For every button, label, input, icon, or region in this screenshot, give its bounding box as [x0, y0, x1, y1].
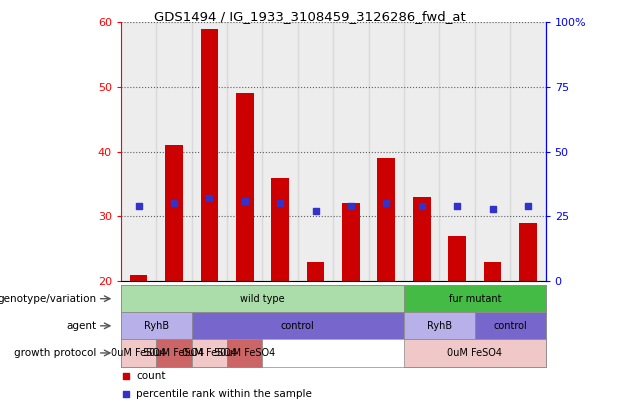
Bar — [519, 223, 537, 281]
Text: control: control — [281, 321, 315, 331]
Text: RyhB: RyhB — [144, 321, 169, 331]
Bar — [227, 339, 262, 367]
Text: control: control — [494, 321, 527, 331]
Bar — [121, 285, 404, 312]
Bar — [404, 312, 475, 339]
Point — [205, 195, 215, 202]
Bar — [192, 312, 404, 339]
Point — [381, 200, 391, 207]
Point — [487, 205, 497, 212]
Bar — [404, 22, 440, 281]
Bar — [342, 203, 360, 281]
Bar — [413, 197, 430, 281]
Bar — [298, 22, 334, 281]
Bar — [156, 339, 192, 367]
Point — [452, 203, 462, 209]
Text: RyhB: RyhB — [427, 321, 452, 331]
Bar — [404, 285, 546, 312]
Bar — [307, 262, 324, 281]
Bar — [130, 275, 148, 281]
Bar — [165, 145, 183, 281]
Point — [240, 198, 250, 204]
Bar — [121, 312, 192, 339]
Text: genotype/variation: genotype/variation — [0, 294, 97, 304]
Text: 0uM FeSO4: 0uM FeSO4 — [111, 348, 166, 358]
Point — [417, 203, 427, 209]
Bar — [484, 262, 502, 281]
Bar — [192, 339, 227, 367]
Text: 0uM FeSO4: 0uM FeSO4 — [182, 348, 237, 358]
Bar — [369, 22, 404, 281]
Text: 50uM FeSO4: 50uM FeSO4 — [214, 348, 275, 358]
Bar — [510, 22, 546, 281]
Bar — [378, 158, 395, 281]
Point — [121, 373, 131, 379]
Point — [134, 203, 144, 209]
Text: growth protocol: growth protocol — [14, 348, 97, 358]
Text: fur mutant: fur mutant — [448, 294, 501, 304]
Text: wild type: wild type — [240, 294, 285, 304]
Bar — [156, 22, 192, 281]
Bar — [192, 22, 227, 281]
Bar — [262, 22, 298, 281]
Point — [346, 203, 356, 209]
Bar — [404, 339, 546, 367]
Text: GDS1494 / IG_1933_3108459_3126286_fwd_at: GDS1494 / IG_1933_3108459_3126286_fwd_at — [154, 10, 466, 23]
Bar — [475, 312, 546, 339]
Point — [169, 200, 179, 207]
Text: 0uM FeSO4: 0uM FeSO4 — [447, 348, 502, 358]
Bar — [121, 339, 156, 367]
Bar — [475, 22, 510, 281]
Text: agent: agent — [66, 321, 97, 331]
Text: count: count — [136, 371, 166, 381]
Bar — [121, 22, 156, 281]
Point — [121, 390, 131, 397]
Bar — [272, 177, 289, 281]
Bar — [440, 22, 475, 281]
Point — [275, 200, 285, 207]
Bar — [236, 94, 254, 281]
Bar — [448, 236, 466, 281]
Point — [311, 208, 321, 214]
Point — [523, 203, 533, 209]
Bar — [200, 29, 218, 281]
Text: 50uM FeSO4: 50uM FeSO4 — [143, 348, 205, 358]
Bar — [334, 22, 369, 281]
Bar — [227, 22, 262, 281]
Text: percentile rank within the sample: percentile rank within the sample — [136, 389, 312, 399]
